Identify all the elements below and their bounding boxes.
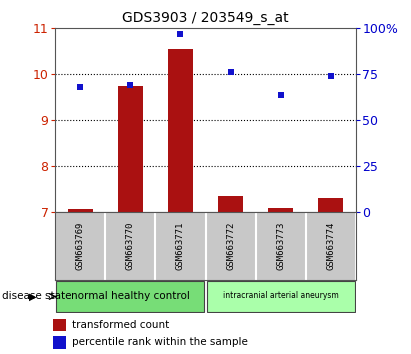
Text: GSM663773: GSM663773 <box>276 222 285 270</box>
Bar <box>56 281 205 312</box>
Bar <box>206 281 355 312</box>
Bar <box>268 208 293 212</box>
Bar <box>318 198 343 212</box>
Bar <box>168 49 193 212</box>
Point <box>327 73 334 79</box>
Text: normal healthy control: normal healthy control <box>71 291 190 301</box>
Text: GSM663771: GSM663771 <box>176 222 185 270</box>
Point <box>177 31 184 37</box>
Text: ▶: ▶ <box>29 291 37 302</box>
Text: transformed count: transformed count <box>72 320 169 330</box>
Text: GSM663770: GSM663770 <box>126 222 135 270</box>
Text: percentile rank within the sample: percentile rank within the sample <box>72 337 248 347</box>
Text: GSM663774: GSM663774 <box>326 222 335 270</box>
Point <box>127 82 134 88</box>
Bar <box>118 86 143 212</box>
Text: GSM663769: GSM663769 <box>76 222 85 270</box>
Text: disease state: disease state <box>2 291 72 302</box>
Bar <box>218 196 243 212</box>
Bar <box>53 319 66 331</box>
Text: GSM663772: GSM663772 <box>226 222 235 270</box>
Text: intracranial arterial aneurysm: intracranial arterial aneurysm <box>223 291 338 300</box>
Point <box>77 84 84 90</box>
Bar <box>68 209 93 212</box>
Title: GDS3903 / 203549_s_at: GDS3903 / 203549_s_at <box>122 11 289 24</box>
Bar <box>53 336 66 349</box>
Point <box>277 92 284 97</box>
Point <box>227 70 234 75</box>
